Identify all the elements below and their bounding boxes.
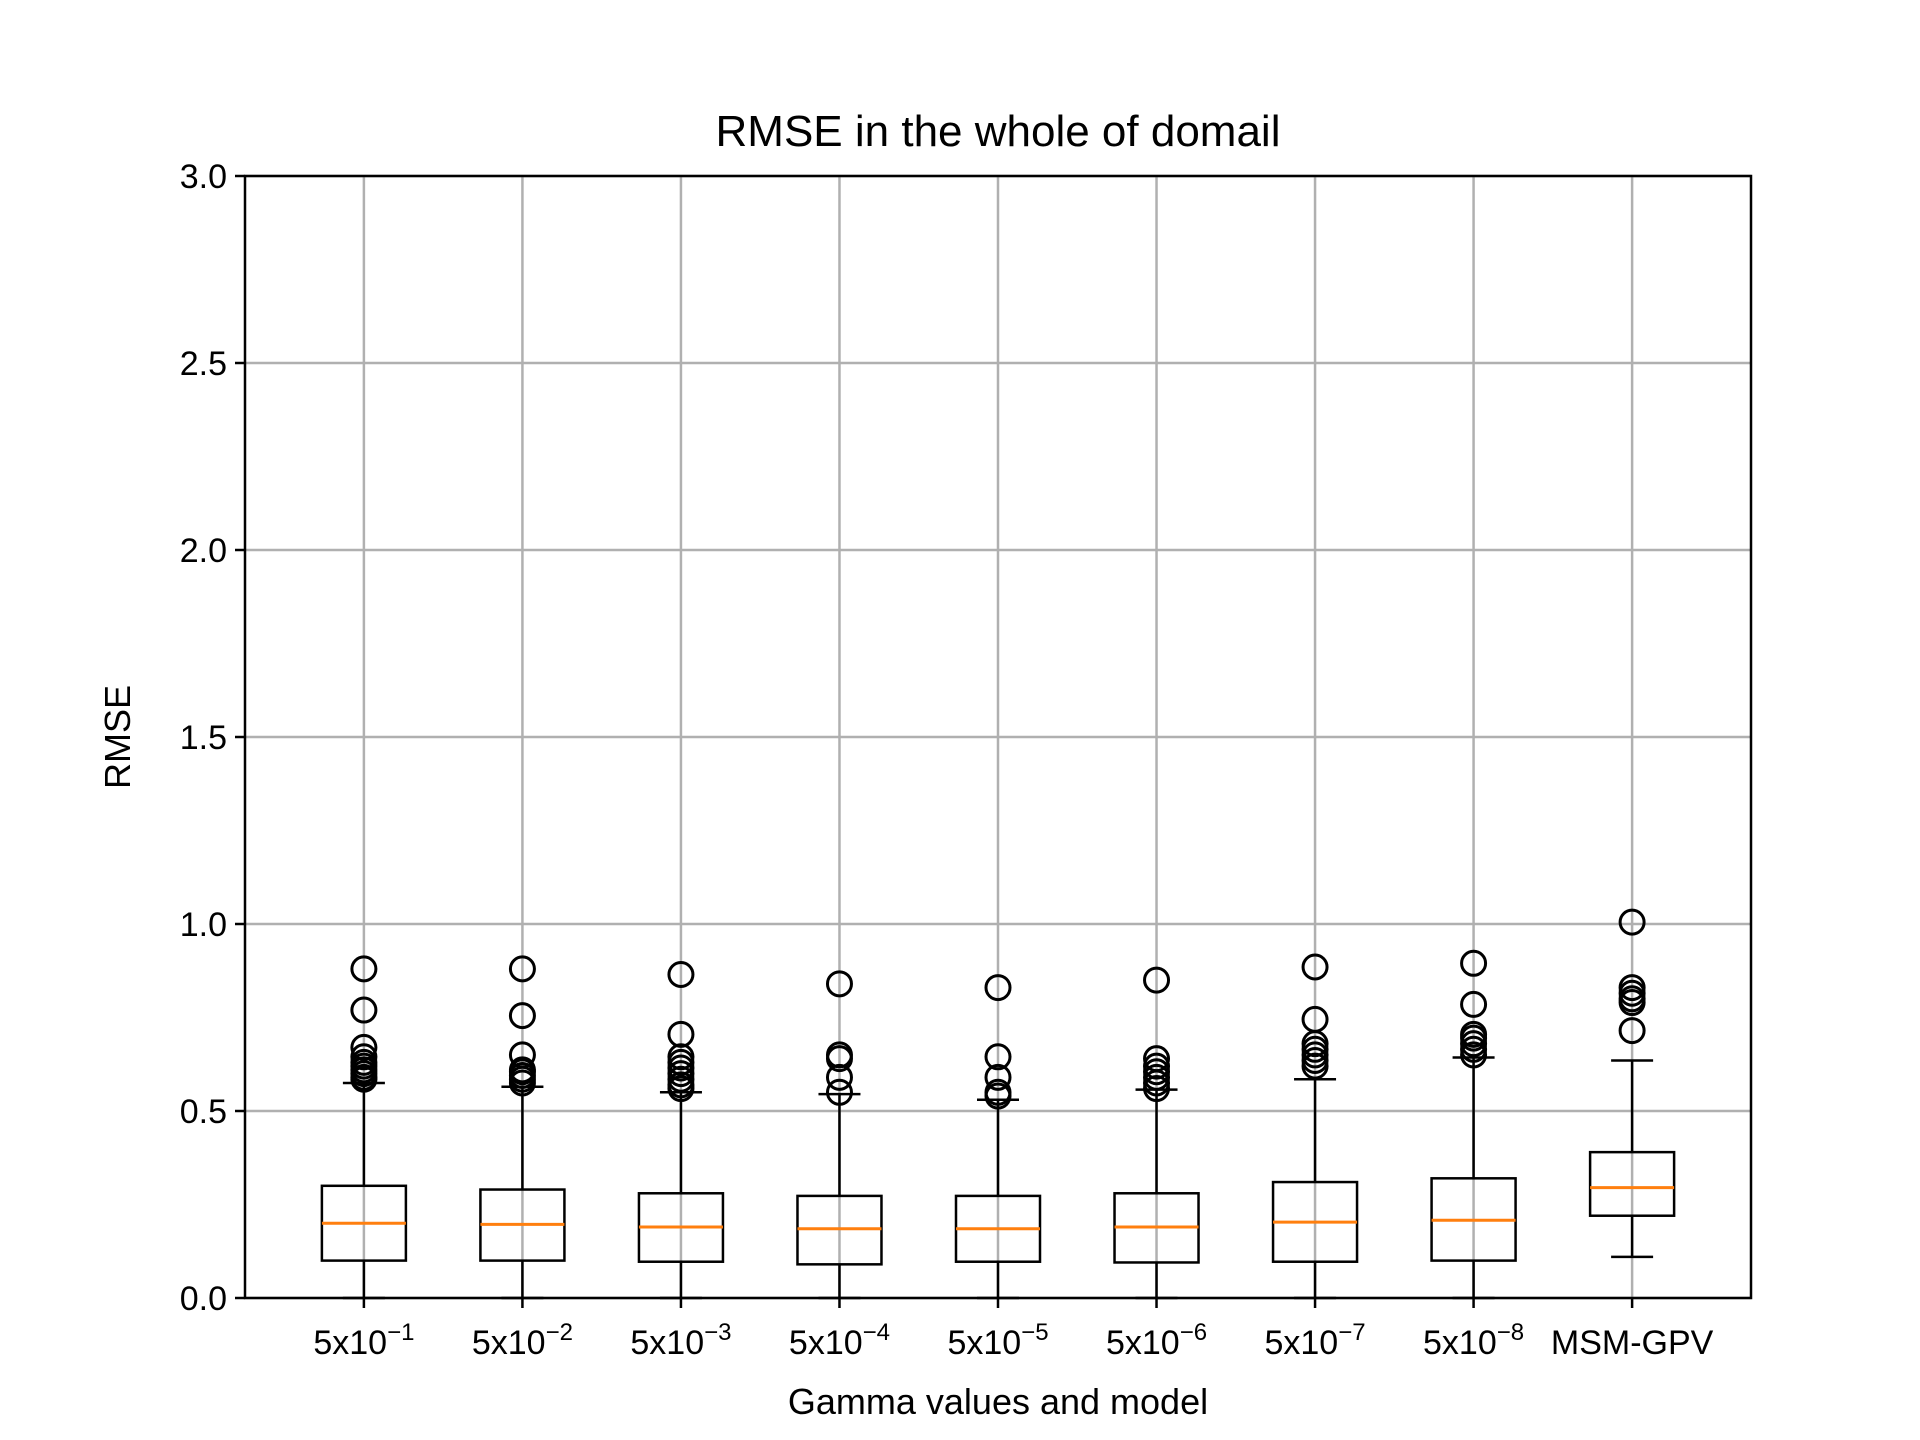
outlier-point — [1460, 949, 1488, 977]
outlier-point — [1618, 974, 1646, 1002]
outlier-point — [1301, 1005, 1329, 1033]
y-axis-ticks: 0.0 0.5 1.0 1.5 2.0 2.5 3.0 — [180, 158, 245, 1318]
x-tick-label: 5x10−4 — [789, 1319, 890, 1362]
outlier-point — [984, 974, 1012, 1002]
outlier-point — [984, 1063, 1012, 1091]
x-tick-label: 5x10−6 — [1106, 1319, 1207, 1362]
x-tick-label-exponent: −5 — [1021, 1319, 1048, 1346]
box-item — [320, 955, 408, 1300]
outlier-point — [1618, 1017, 1646, 1045]
outlier-point — [825, 1078, 853, 1106]
outlier-point — [350, 1043, 378, 1071]
x-axis-label: Gamma values and model — [788, 1381, 1208, 1422]
x-tick-label-exponent: −1 — [387, 1319, 414, 1346]
y-tick-label: 2.5 — [180, 345, 227, 383]
x-tick-label-base: 5x10 — [1264, 1324, 1338, 1362]
x-tick-label-base: 5x10 — [947, 1324, 1021, 1362]
chart-title: RMSE in the whole of domail — [716, 107, 1281, 156]
x-tick-label: 5x10−1 — [313, 1319, 414, 1362]
outlier-point — [508, 955, 536, 983]
outlier-point — [1301, 953, 1329, 981]
box-rect — [1588, 1150, 1676, 1217]
outlier-point — [984, 1043, 1012, 1071]
outlier-point — [1460, 1020, 1488, 1048]
outlier-point — [667, 1043, 695, 1071]
outlier-point — [508, 1056, 536, 1084]
x-tick-label-base: 5x10 — [789, 1324, 863, 1362]
x-tick-label-base: 5x10 — [313, 1324, 387, 1362]
y-axis-label: RMSE — [97, 685, 138, 789]
x-axis-ticks: 5x10−1 5x10−2 5x10−3 5x10−4 5x10−5 5x10−6 5x10… — [313, 1298, 1714, 1362]
plot-frame — [243, 174, 1753, 1300]
box-item — [1588, 908, 1676, 1259]
x-tick-label-base: 5x10 — [1106, 1324, 1180, 1362]
box-series — [320, 908, 1676, 1300]
x-tick-label: 5x10−3 — [630, 1319, 731, 1362]
x-tick-label-exponent: −3 — [704, 1319, 731, 1346]
x-tick-label-base: 5x10 — [1423, 1324, 1497, 1362]
box-item — [637, 960, 725, 1300]
outlier-point — [1143, 1045, 1171, 1073]
x-tick-label-base: 5x10 — [630, 1324, 704, 1362]
outlier-point — [508, 1002, 536, 1030]
x-tick-label: 5x10−8 — [1423, 1319, 1524, 1362]
outlier-point — [984, 1078, 1012, 1106]
y-tick-label: 0.5 — [180, 1093, 227, 1131]
x-tick-label: 5x10−2 — [472, 1319, 573, 1362]
y-tick-label: 3.0 — [180, 158, 227, 196]
outlier-point — [1143, 1052, 1171, 1080]
outlier-point — [1618, 908, 1646, 936]
x-tick-label-exponent: −8 — [1497, 1319, 1524, 1346]
outlier-point — [1460, 990, 1488, 1018]
x-tick-label: 5x10−7 — [1264, 1319, 1365, 1362]
x-tick-label-exponent: −2 — [546, 1319, 573, 1346]
x-tick-label: 5x10−5 — [947, 1319, 1048, 1362]
y-tick-label: 0.0 — [180, 1280, 227, 1318]
y-tick-label: 1.0 — [180, 906, 227, 944]
x-tick-label-exponent: −4 — [863, 1319, 890, 1346]
outlier-point — [667, 1020, 695, 1048]
box-item — [796, 970, 883, 1300]
x-tick-label-exponent: −7 — [1338, 1319, 1365, 1346]
outlier-point — [1143, 966, 1171, 994]
outlier-point — [350, 996, 378, 1024]
y-tick-label: 2.0 — [180, 532, 227, 570]
x-tick-label: MSM-GPV — [1551, 1324, 1714, 1362]
box-item — [479, 955, 566, 1300]
x-tick-label-base: 5x10 — [472, 1324, 546, 1362]
outlier-point — [825, 1041, 853, 1069]
outlier-point — [508, 1041, 536, 1069]
outlier-point — [667, 960, 695, 988]
outlier-point — [350, 955, 378, 983]
y-tick-label: 1.5 — [180, 719, 227, 757]
outlier-point — [825, 970, 853, 998]
outlier-point — [350, 1033, 378, 1061]
x-tick-label-base: MSM-GPV — [1551, 1324, 1714, 1362]
x-tick-label-exponent: −6 — [1180, 1319, 1207, 1346]
outlier-point — [825, 1063, 853, 1091]
